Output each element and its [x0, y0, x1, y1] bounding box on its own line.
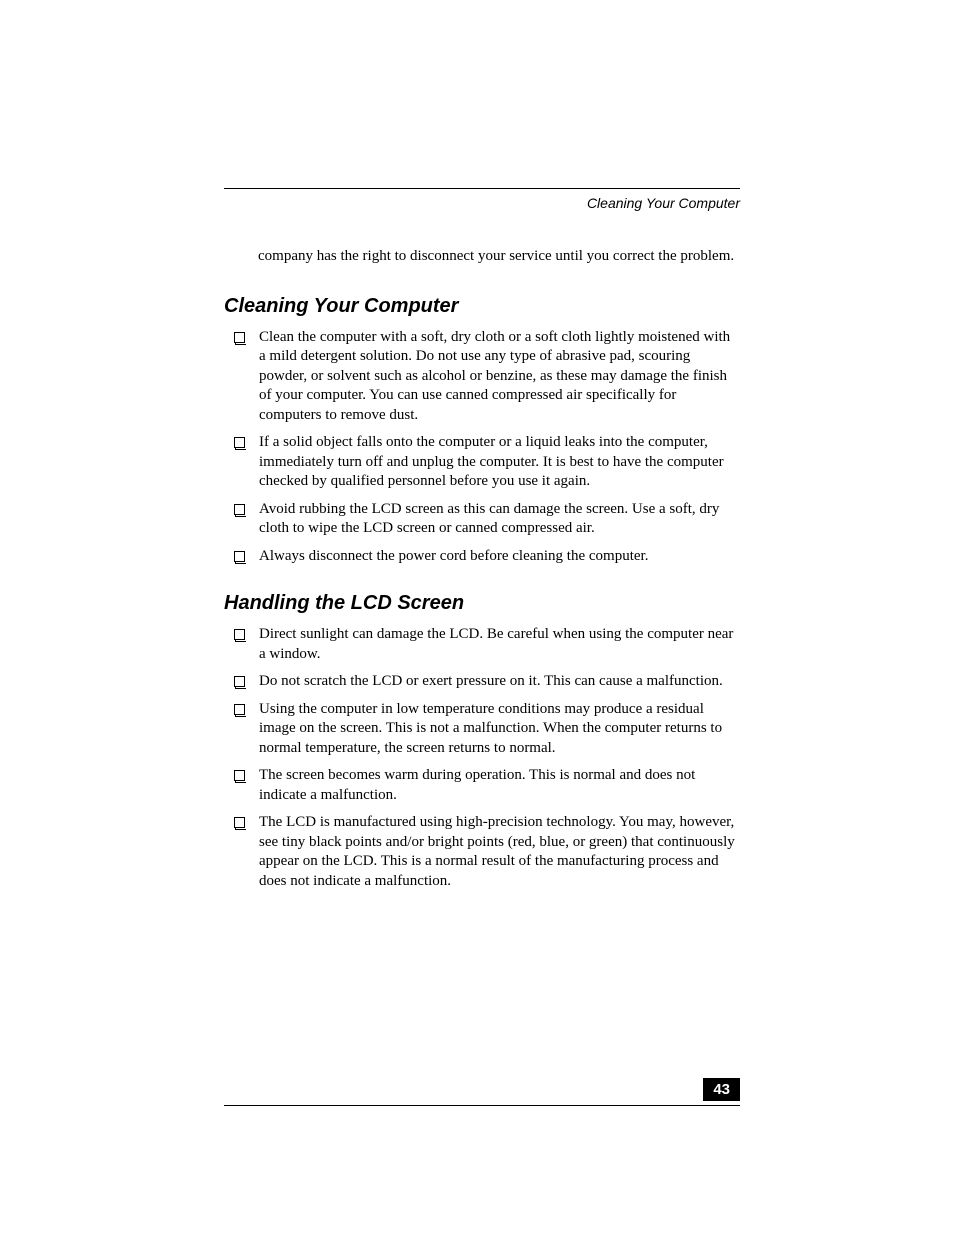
- checkbox-bullet-icon: [234, 332, 245, 343]
- page-footer: 43: [224, 1078, 740, 1106]
- bullet-text: Always disconnect the power cord before …: [259, 547, 648, 567]
- page-number: 43: [703, 1078, 740, 1101]
- checkbox-bullet-icon: [234, 676, 245, 687]
- intro-paragraph: company has the right to disconnect your…: [258, 247, 740, 267]
- bullet-text: The screen becomes warm during operation…: [259, 766, 740, 805]
- list-item: Direct sunlight can damage the LCD. Be c…: [224, 625, 740, 664]
- list-item: Always disconnect the power cord before …: [224, 547, 740, 567]
- running-head: Cleaning Your Computer: [224, 195, 740, 211]
- page-content: Cleaning Your Computer company has the r…: [224, 188, 740, 917]
- header-rule: [224, 188, 740, 189]
- bullet-text: Clean the computer with a soft, dry clot…: [259, 328, 740, 426]
- list-item: The screen becomes warm during operation…: [224, 766, 740, 805]
- checkbox-bullet-icon: [234, 704, 245, 715]
- section-heading-cleaning: Cleaning Your Computer: [224, 295, 740, 318]
- bullet-text: Do not scratch the LCD or exert pressure…: [259, 672, 723, 692]
- bullet-text: Avoid rubbing the LCD screen as this can…: [259, 500, 740, 539]
- footer-rule: [224, 1105, 740, 1106]
- section-heading-lcd: Handling the LCD Screen: [224, 592, 740, 615]
- bullet-text: Using the computer in low temperature co…: [259, 700, 740, 759]
- checkbox-bullet-icon: [234, 504, 245, 515]
- checkbox-bullet-icon: [234, 629, 245, 640]
- bullet-text: The LCD is manufactured using high-preci…: [259, 813, 740, 891]
- checkbox-bullet-icon: [234, 437, 245, 448]
- bullet-text: If a solid object falls onto the compute…: [259, 433, 740, 492]
- bullet-text: Direct sunlight can damage the LCD. Be c…: [259, 625, 740, 664]
- list-item: Do not scratch the LCD or exert pressure…: [224, 672, 740, 692]
- checkbox-bullet-icon: [234, 770, 245, 781]
- bullet-list-cleaning: Clean the computer with a soft, dry clot…: [224, 328, 740, 567]
- bullet-list-lcd: Direct sunlight can damage the LCD. Be c…: [224, 625, 740, 891]
- checkbox-bullet-icon: [234, 551, 245, 562]
- list-item: The LCD is manufactured using high-preci…: [224, 813, 740, 891]
- list-item: Avoid rubbing the LCD screen as this can…: [224, 500, 740, 539]
- checkbox-bullet-icon: [234, 817, 245, 828]
- list-item: Clean the computer with a soft, dry clot…: [224, 328, 740, 426]
- list-item: If a solid object falls onto the compute…: [224, 433, 740, 492]
- list-item: Using the computer in low temperature co…: [224, 700, 740, 759]
